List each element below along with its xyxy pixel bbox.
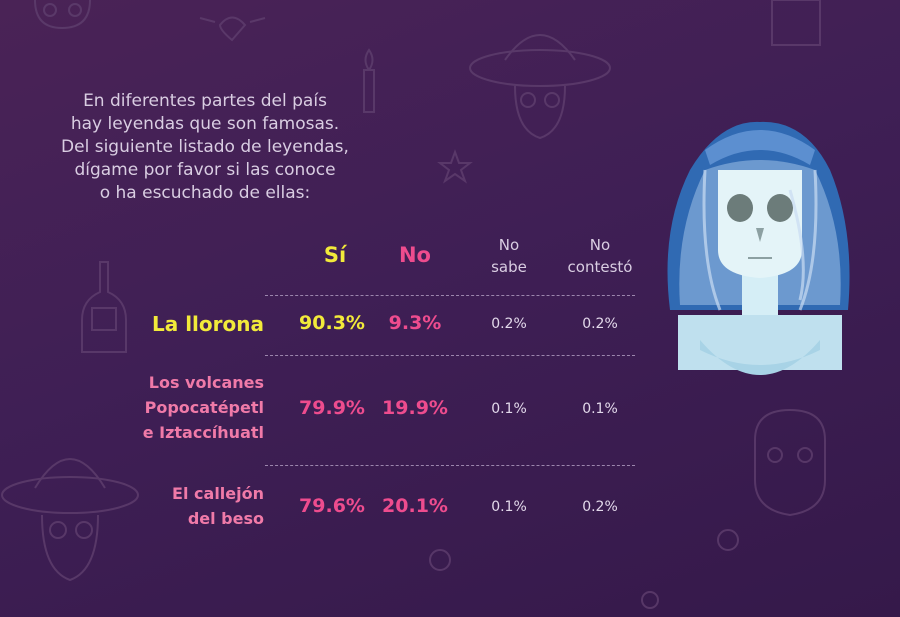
flower-icon [429, 549, 451, 571]
winged-heart-icon [199, 16, 266, 42]
row-label-los-volcanes: Los volcanes Popocatépetl e Iztaccíhuatl [142, 373, 264, 442]
cell-no-sabe: 0.1% [491, 401, 527, 417]
cell-no-sabe: 0.2% [491, 316, 527, 332]
la-llorona-illustration [667, 121, 850, 375]
cell-no-contesto: 0.2% [582, 316, 618, 332]
cell-no-contesto: 0.1% [582, 401, 618, 417]
sombrero-skull-icon [1, 458, 139, 582]
cell-no: 19.9% [382, 397, 448, 419]
cell-no: 20.1% [382, 495, 448, 517]
row-divider [265, 295, 635, 296]
cell-si: 79.6% [299, 495, 365, 517]
cell-no-contesto: 0.2% [582, 499, 618, 515]
sombrero-skull-icon [469, 34, 611, 140]
sugar-skull-icon [754, 408, 826, 517]
sugar-skull-icon [34, 0, 91, 30]
star-icon [437, 149, 473, 184]
bottle-icon [81, 261, 127, 353]
cell-si: 79.9% [299, 397, 365, 419]
column-header-no: No [398, 243, 431, 267]
flower-icon [641, 591, 659, 609]
row-label-el-callejon-del-beso: El callejón del beso [172, 484, 264, 528]
cell-si: 90.3% [299, 312, 365, 334]
flower-icon [717, 529, 739, 551]
row-divider [265, 465, 635, 466]
survey-question: En diferentes partes del país hay leyend… [61, 91, 349, 203]
column-header-si: Sí [323, 243, 347, 267]
candle-icon [363, 48, 375, 113]
cell-no: 9.3% [388, 312, 442, 334]
column-header-no-contesto: No contestó [567, 236, 633, 276]
cell-no-sabe: 0.1% [491, 499, 527, 515]
column-header-no-sabe: No sabe [491, 236, 527, 276]
picture-frame-icon [771, 0, 821, 46]
row-divider [265, 355, 635, 356]
row-label-la-llorona: La llorona [152, 312, 264, 336]
